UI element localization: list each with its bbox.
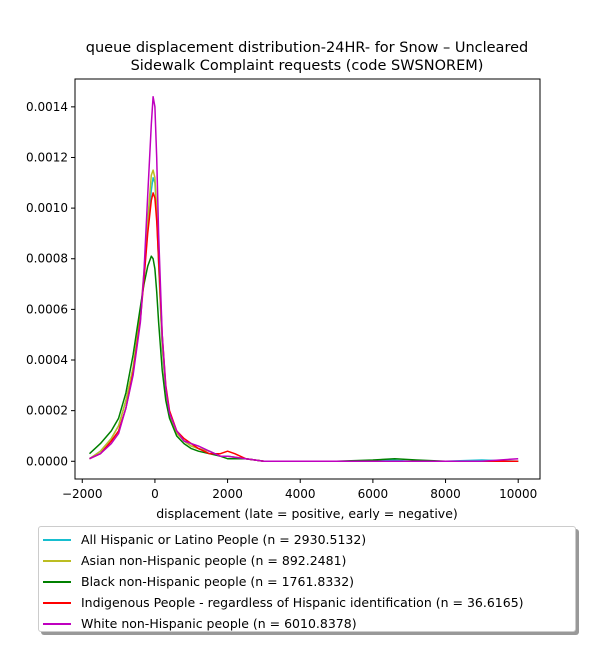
plot-area-frame xyxy=(74,78,541,480)
x-tick-label: 2000 xyxy=(212,487,243,501)
legend-entry-0: All Hispanic or Latino People (n = 2930.… xyxy=(43,529,575,550)
y-tick-label: 0.0014 xyxy=(26,100,68,114)
density-chart: queue displacement distribution-24HR- fo… xyxy=(26,40,541,520)
legend-swatch xyxy=(43,538,71,541)
series-line-1 xyxy=(89,169,519,463)
legend-label: White non-Hispanic people (n = 6010.8378… xyxy=(81,616,357,631)
chart-legend: All Hispanic or Latino People (n = 2930.… xyxy=(38,526,576,632)
legend-label: Black non-Hispanic people (n = 1761.8332… xyxy=(81,574,355,589)
x-tick-label: 0 xyxy=(151,487,159,501)
x-tick-label: 4000 xyxy=(285,487,316,501)
series-line-4 xyxy=(89,95,519,463)
chart-title-line-1: queue displacement distribution-24HR- fo… xyxy=(86,40,528,56)
x-axis-label: displacement (late = positive, early = n… xyxy=(156,506,458,520)
legend-swatch xyxy=(43,622,71,625)
chart-title-line-2: Sidewalk Complaint requests (code SWSNOR… xyxy=(131,58,484,74)
y-tick-label: 0.0002 xyxy=(26,404,68,418)
y-tick-label: 0.0004 xyxy=(26,353,68,367)
y-tick-label: 0.0008 xyxy=(26,252,68,266)
legend-swatch xyxy=(43,559,71,562)
series-line-0 xyxy=(89,176,519,463)
series-layer xyxy=(88,95,519,463)
y-axis-ticks: 0.0000 0.0002 0.0004 0.0006 0.0008 0.0010 0.00… xyxy=(26,100,75,468)
x-tick-label: 6000 xyxy=(358,487,389,501)
y-tick-label: 0.0006 xyxy=(26,302,68,316)
legend-entry-4: White non-Hispanic people (n = 6010.8378… xyxy=(43,613,575,634)
y-tick-label: 0.0012 xyxy=(26,150,68,164)
x-tick-label: 10000 xyxy=(499,487,537,501)
series-line-2 xyxy=(88,255,519,463)
series-line-3 xyxy=(89,192,519,463)
x-tick-label: −2000 xyxy=(62,487,103,501)
legend-label: All Hispanic or Latino People (n = 2930.… xyxy=(81,532,367,547)
legend-label: Asian non-Hispanic people (n = 892.2481) xyxy=(81,553,347,568)
x-axis-ticks: −2000 0 2000 4000 6000 8000 10000 xyxy=(62,479,537,501)
legend-swatch xyxy=(43,580,71,583)
legend-label: Indigenous People - regardless of Hispan… xyxy=(81,595,524,610)
y-tick-label: 0.0010 xyxy=(26,201,68,215)
legend-entry-3: Indigenous People - regardless of Hispan… xyxy=(43,592,575,613)
legend-entry-1: Asian non-Hispanic people (n = 892.2481) xyxy=(43,550,575,571)
x-tick-label: 8000 xyxy=(430,487,461,501)
legend-swatch xyxy=(43,601,71,604)
y-tick-label: 0.0000 xyxy=(26,454,68,468)
legend-entry-2: Black non-Hispanic people (n = 1761.8332… xyxy=(43,571,575,592)
